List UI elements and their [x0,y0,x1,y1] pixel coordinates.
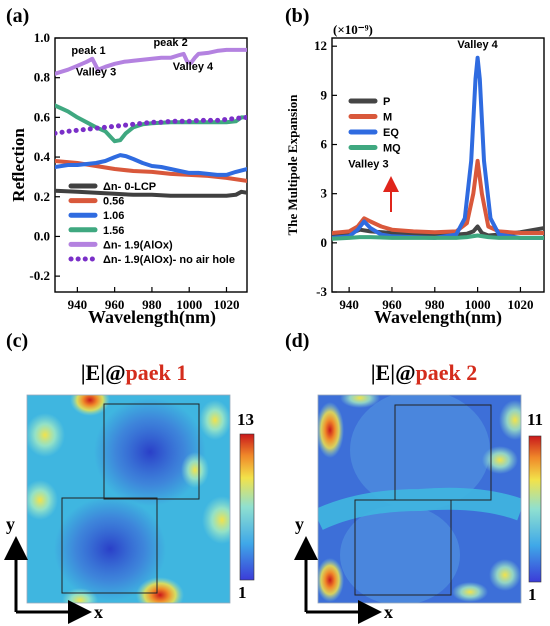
plot-b-ylabel: The Multipole Expansion [285,94,300,236]
xtick-label: 1020 [213,297,239,312]
series-line-n-1-9-alox-no-air-hole [55,114,247,136]
ytick-label: 0.2 [34,189,50,204]
legend-label-eq: EQ [383,127,399,139]
annotation-valley-3: Valley 3 [348,158,388,170]
map-c-colorbar [239,433,255,581]
plot-b-annotations: Valley 3 Valley 4 [348,39,498,171]
map-c-title: |E|@paek 1 [81,360,188,385]
map-d-square-bottom [354,499,452,596]
xtick-label: 980 [425,297,445,312]
annotation-peak-2: peak 2 [153,37,187,49]
plot-a-series [55,47,247,198]
series-line-p [332,224,544,238]
panel-d-label: (d) [285,330,309,352]
panel-b: (b) (×10⁻⁹) -3 0 3 6 9 12 940 960 980 1000 1020 V… [285,5,545,328]
xtick-label: 960 [382,297,402,312]
xtick-label: 980 [142,297,162,312]
xtick-label: 1000 [465,297,491,312]
legend-label-0-56: 0.56 [103,196,124,208]
ytick-label: 0 [321,235,328,250]
panel-c-label: (c) [6,330,28,352]
map-c-x-label: x [94,602,103,622]
map-d-field [318,395,521,603]
map-d-x-label: x [384,602,393,622]
plot-a-annotations: peak 1 Valley 3 peak 2 Valley 4 [71,37,214,79]
plot-b-legend: PM EQ MQ [348,96,401,155]
plot-a-xticks: 940 960 980 1000 1020 [68,287,239,312]
legend-label-n-1-9-alox-no-air-hole: Δn- 1.9(AlOx)- no air hole [103,254,235,266]
plot-a-legend: Δn- 0-LCP 0.56 1.06 1.56 Δn- 1.9(AlOx) Δn- 1.… [68,181,235,266]
map-c-square-top [103,403,200,500]
series-line-1-56 [55,103,247,144]
xtick-label: 1000 [176,297,202,312]
plot-a-ylabel: Reflection [9,128,28,202]
plot-b-frame [331,37,545,293]
legend-label-m: M [383,112,392,124]
xtick-label: 960 [105,297,125,312]
plot-b-multiplier: (×10⁻⁹) [333,22,373,37]
series-line-n-1-9-alox [55,47,247,76]
plot-b-xlabel: Wavelength(nm) [374,307,502,328]
map-c-square-bottom [61,497,158,594]
map-c-colorbar-min: 1 [238,583,247,602]
map-c-colorbar-max: 13 [237,410,254,429]
annotation-peak-1: peak 1 [71,45,105,57]
annotation-valley-4: Valley 4 [457,39,498,51]
series-line-m [332,158,544,235]
ytick-label: 0.6 [34,109,51,124]
legend-label-n-1-9-alox: Δn- 1.9(AlOx) [103,239,173,251]
plot-a-xlabel: Wavelength(nm) [88,307,216,328]
map-d-y-label: y [295,514,304,534]
map-c-y-label: y [6,514,15,534]
legend-label-p: P [383,96,390,108]
panel-d: (d) |E|@paek 2 11 1 y x [285,330,543,624]
ytick-label: -3 [316,284,327,299]
legend-label-n-0-lcp: Δn- 0-LCP [103,181,156,193]
plot-b-yticks: -3 0 3 6 9 12 [314,38,337,299]
annotation-valley-4: Valley 4 [173,61,214,73]
annotation-valley-3: Valley 3 [76,67,116,79]
map-d-colorbar-min: 1 [528,585,537,604]
xtick-label: 940 [339,297,359,312]
ytick-label: 0.0 [34,228,50,243]
map-d-title: |E|@paek 2 [371,360,478,385]
map-d-colorbar-max: 11 [527,410,543,429]
plot-b-xticks: 940 960 980 1000 1020 [339,287,533,312]
ytick-label: 0.4 [34,149,51,164]
series-line-mq [332,233,544,241]
legend-label-1-56: 1.56 [103,225,124,237]
panel-a: (a) -0.2 0.0 0.2 0.4 0.6 0.8 1.0 940 960 980 1000… [6,5,248,328]
series-line-n-0-lcp [55,188,247,198]
xtick-label: 940 [68,297,88,312]
series-line-1-06 [55,153,247,177]
ytick-label: 1.0 [34,30,50,45]
ytick-label: 9 [321,87,328,102]
legend-label-mq: MQ [383,143,401,155]
map-c-field [27,395,230,603]
map-d-colorbar [528,435,542,583]
legend-label-1-06: 1.06 [103,210,124,222]
panel-c: (c) |E|@paek 1 13 1 y x [4,330,255,624]
ytick-label: 0.8 [34,70,51,85]
plot-a-yticks: -0.2 0.0 0.2 0.4 0.6 0.8 1.0 [29,30,60,283]
ytick-label: 3 [321,186,328,201]
valley-3-arrow-head [383,176,399,192]
plot-b-series [332,55,544,241]
xtick-label: 1020 [507,297,533,312]
ytick-label: 6 [321,137,328,152]
ytick-label: -0.2 [29,268,50,283]
panel-b-label: (b) [285,5,309,27]
ytick-label: 12 [314,38,327,53]
series-line-eq [332,55,544,240]
panel-a-label: (a) [6,5,29,27]
